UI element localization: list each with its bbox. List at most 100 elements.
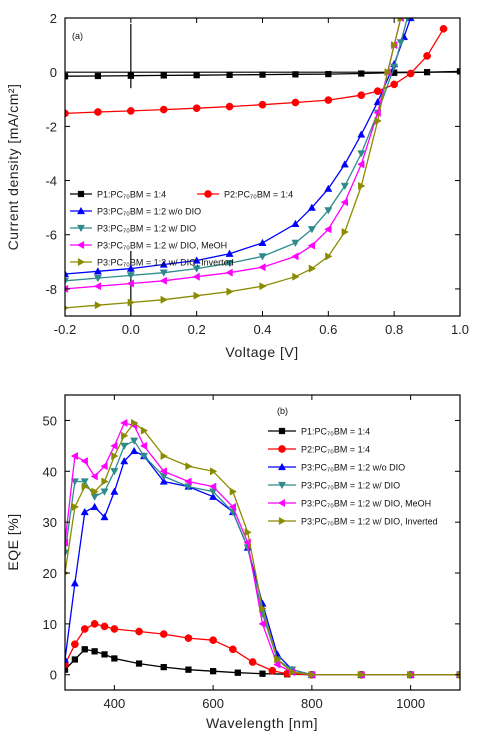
data-point <box>406 69 415 78</box>
series-line-3 <box>65 450 460 676</box>
legend-entry: P3:PC₇₀BM = 1:2 w/ DIO, Inverted <box>97 258 234 268</box>
x-tick-label: 0.2 <box>188 322 206 337</box>
data-point <box>244 528 252 537</box>
data-point <box>94 72 102 80</box>
series-line-3 <box>65 18 412 275</box>
data-point <box>71 502 79 511</box>
data-point <box>307 203 316 211</box>
legend-marker <box>76 240 85 250</box>
y-tick-label: 10 <box>43 617 57 632</box>
legend: P1:PC₇₀BM = 1:4 P2:PC₇₀BM = 1:4 P3:PC₇₀BM … <box>70 190 293 268</box>
data-point <box>340 160 349 168</box>
legend-entry: P3:PC₇₀BM = 1:2 w/ DIO <box>97 224 196 234</box>
legend-marker <box>76 224 86 233</box>
data-point <box>340 182 349 191</box>
data-point <box>292 71 299 78</box>
data-point <box>135 660 143 667</box>
x-axis-label: Voltage [V] <box>225 344 298 360</box>
data-point <box>65 538 69 547</box>
data-point <box>70 579 79 587</box>
data-point <box>130 418 139 427</box>
data-point <box>258 238 267 246</box>
data-point <box>324 96 333 104</box>
data-point <box>65 73 69 80</box>
data-point <box>130 446 139 455</box>
data-point <box>259 282 267 291</box>
data-point <box>120 457 129 465</box>
data-point <box>292 272 300 281</box>
data-point <box>390 63 399 71</box>
series-line-2 <box>65 623 460 676</box>
legend: P1:PC₇₀BM = 1:4 P2:PC₇₀BM = 1:4 P3:PC₇₀BM … <box>268 427 438 527</box>
legend-marker <box>77 190 85 198</box>
data-point <box>110 441 118 450</box>
legend-marker <box>278 427 286 435</box>
data-point <box>324 184 333 192</box>
data-point <box>159 467 167 476</box>
series-group <box>65 18 460 311</box>
y-tick-label: -6 <box>45 228 57 243</box>
data-point <box>384 68 392 77</box>
series-line-5 <box>65 18 402 290</box>
data-point <box>226 71 233 79</box>
data-point <box>192 265 201 273</box>
series-line-6 <box>65 18 402 309</box>
y-tick-label: 0 <box>50 668 57 683</box>
y-tick-label: -2 <box>45 119 57 134</box>
data-point <box>226 287 234 296</box>
data-point <box>229 487 237 496</box>
x-tick-label: 600 <box>202 696 224 711</box>
legend-marker <box>278 516 287 526</box>
data-point <box>93 282 102 291</box>
data-point <box>307 241 316 250</box>
panel-label: (b) <box>277 406 288 416</box>
plot-frame <box>64 394 461 691</box>
data-point <box>159 260 168 268</box>
data-point <box>65 655 70 663</box>
x-tick-label: 0.4 <box>253 322 271 337</box>
legend-entry: P3:PC₇₀BM = 1:2 w/ DIO, Inverted <box>301 517 438 527</box>
data-point <box>120 418 128 427</box>
series-line-4 <box>65 439 460 676</box>
data-point <box>308 264 316 273</box>
data-point <box>139 452 149 461</box>
data-point <box>307 226 316 234</box>
y-axis-label: Current density [mA/cm²] <box>5 84 21 251</box>
data-point <box>423 52 431 60</box>
data-point <box>90 502 99 511</box>
data-point <box>291 239 300 247</box>
data-point <box>192 256 201 264</box>
data-point <box>273 660 281 669</box>
data-point <box>340 198 348 207</box>
data-point <box>259 670 266 677</box>
y-tick-label: 50 <box>43 413 57 428</box>
data-point <box>159 477 168 485</box>
data-point <box>110 468 119 476</box>
data-point <box>209 636 217 645</box>
data-point <box>126 279 134 288</box>
data-point <box>193 291 201 300</box>
data-point <box>81 646 88 653</box>
data-point <box>110 625 119 633</box>
data-point <box>358 181 366 190</box>
data-point <box>209 482 217 491</box>
data-point <box>70 478 79 486</box>
data-point <box>259 71 266 78</box>
y-tick-label: 2 <box>50 11 57 26</box>
data-point <box>126 264 135 272</box>
legend-marker <box>277 481 287 490</box>
y-tick-label: -4 <box>45 174 57 189</box>
legend-marker <box>76 206 86 215</box>
data-point <box>258 253 267 261</box>
x-tick-label: 0.8 <box>385 322 403 337</box>
data-point <box>127 298 135 307</box>
data-point <box>160 452 168 461</box>
data-point <box>225 268 233 277</box>
data-point <box>373 87 382 95</box>
data-point <box>135 627 143 636</box>
data-point <box>100 622 109 631</box>
data-point <box>324 207 333 215</box>
data-point <box>268 666 277 675</box>
x-tick-label: -0.2 <box>54 322 76 337</box>
